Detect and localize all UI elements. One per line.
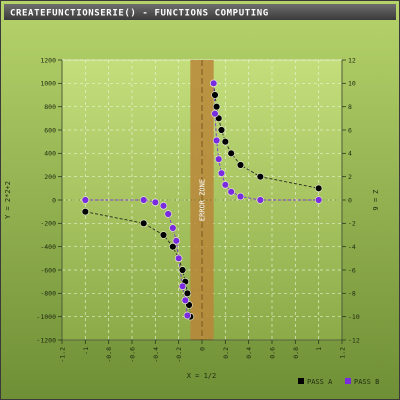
legend: PASS A PASS B bbox=[298, 378, 379, 386]
axes: -1.2 -1 -0.8 -0.6 -0.4 -0.2 0 0.2 0.4 0.6 0.8 1 1.2-… bbox=[36, 56, 359, 362]
series-line-pass-b bbox=[213, 83, 319, 201]
series-points bbox=[81, 79, 323, 321]
point-pass-a bbox=[211, 91, 219, 99]
point-pass-b bbox=[227, 188, 235, 196]
point-pass-b bbox=[221, 181, 230, 189]
x-axis-label: X = 1/2 bbox=[187, 372, 217, 380]
y-tick-label: 600 bbox=[44, 126, 56, 134]
y2-tick-label: -4 bbox=[348, 243, 356, 251]
y-tick-label: 1200 bbox=[40, 56, 56, 64]
point-pass-a bbox=[139, 219, 148, 228]
x-tick-label: 0.4 bbox=[245, 347, 253, 359]
legend-label-pass-a: PASS A bbox=[307, 378, 333, 386]
point-pass-a bbox=[217, 126, 226, 134]
legend-label-pass-b: PASS B bbox=[354, 378, 379, 386]
point-pass-a bbox=[81, 207, 90, 216]
point-pass-b bbox=[81, 196, 90, 204]
y-tick-label: -1000 bbox=[36, 313, 56, 321]
y2-tick-label: 2 bbox=[348, 173, 352, 181]
x-tick-label: -0.4 bbox=[152, 347, 160, 363]
x-tick-label: -1.2 bbox=[59, 347, 67, 363]
title-bar: CREATEFUNCTIONSERIE() - FUNCTIONS COMPUT… bbox=[4, 4, 396, 20]
point-pass-b bbox=[217, 169, 226, 177]
x-tick-label: 0.6 bbox=[269, 347, 277, 359]
legend-swatch-pass-b bbox=[345, 378, 351, 384]
point-pass-a bbox=[169, 242, 177, 251]
point-pass-a bbox=[183, 289, 192, 298]
x-tick-label: 0.2 bbox=[222, 347, 230, 359]
y2-tick-label: -2 bbox=[348, 220, 356, 228]
point-pass-a bbox=[227, 149, 235, 158]
y-tick-label: 0 bbox=[52, 196, 56, 204]
point-pass-b bbox=[174, 254, 183, 263]
y-tick-label: -1200 bbox=[36, 336, 56, 344]
x-tick-label: 0.8 bbox=[292, 347, 300, 359]
point-pass-b bbox=[211, 109, 219, 118]
point-pass-a bbox=[314, 184, 323, 193]
point-pass-a bbox=[159, 231, 168, 239]
y-tick-label: -400 bbox=[40, 243, 56, 251]
point-pass-b bbox=[172, 237, 181, 245]
x-tick-label: -0.6 bbox=[129, 347, 137, 363]
point-pass-b bbox=[183, 311, 192, 320]
x-tick-label: -1 bbox=[82, 347, 90, 355]
legend-swatch-pass-a bbox=[298, 378, 304, 384]
point-pass-a bbox=[212, 102, 221, 111]
y2-axis-label: Z = 6 bbox=[371, 189, 379, 210]
series-line-pass-a bbox=[213, 83, 319, 189]
x-tick-label: 0 bbox=[199, 347, 207, 351]
point-pass-b bbox=[212, 136, 221, 145]
y-tick-label: 200 bbox=[44, 173, 56, 181]
point-pass-b bbox=[314, 196, 323, 204]
x-tick-label: 1 bbox=[315, 347, 323, 351]
y-tick-label: -800 bbox=[40, 290, 56, 298]
y2-tick-label: 0 bbox=[348, 196, 352, 204]
series-line-pass-b bbox=[85, 199, 188, 316]
y-axis-label: Y = 2*2+2 bbox=[4, 181, 12, 219]
point-pass-b bbox=[256, 196, 265, 204]
y2-tick-label: 4 bbox=[348, 150, 352, 158]
y-tick-label: -200 bbox=[40, 220, 56, 228]
y-tick-label: 400 bbox=[44, 150, 56, 158]
point-pass-b bbox=[209, 79, 218, 88]
y2-tick-label: 8 bbox=[348, 103, 352, 111]
y2-tick-label: -12 bbox=[348, 336, 360, 344]
y2-tick-label: -6 bbox=[348, 266, 356, 274]
chart-title: CREATEFUNCTIONSERIE() - FUNCTIONS COMPUT… bbox=[10, 9, 269, 19]
x-tick-label: -0.8 bbox=[105, 347, 113, 363]
x-tick-label: 1.2 bbox=[339, 347, 347, 359]
point-pass-a bbox=[236, 161, 245, 169]
y2-tick-label: -8 bbox=[348, 290, 356, 298]
y2-tick-label: 10 bbox=[348, 80, 356, 88]
point-pass-b bbox=[214, 155, 223, 163]
point-pass-b bbox=[139, 196, 148, 204]
y2-tick-label: 12 bbox=[348, 56, 356, 64]
point-pass-a bbox=[178, 266, 187, 274]
point-pass-b bbox=[236, 192, 245, 201]
point-pass-b bbox=[178, 282, 187, 291]
point-pass-b bbox=[181, 296, 190, 305]
point-pass-a bbox=[221, 137, 230, 146]
y2-tick-label: 6 bbox=[348, 126, 352, 134]
y-tick-label: 800 bbox=[44, 103, 56, 111]
point-pass-a bbox=[256, 172, 265, 181]
point-pass-b bbox=[169, 224, 177, 232]
point-pass-b bbox=[151, 198, 160, 207]
y-tick-label: 1000 bbox=[40, 80, 56, 88]
x-tick-label: -0.2 bbox=[175, 347, 183, 363]
y-tick-label: -600 bbox=[40, 266, 56, 274]
point-pass-b bbox=[159, 202, 168, 210]
point-pass-b bbox=[164, 210, 172, 218]
y2-tick-label: -10 bbox=[348, 313, 360, 321]
